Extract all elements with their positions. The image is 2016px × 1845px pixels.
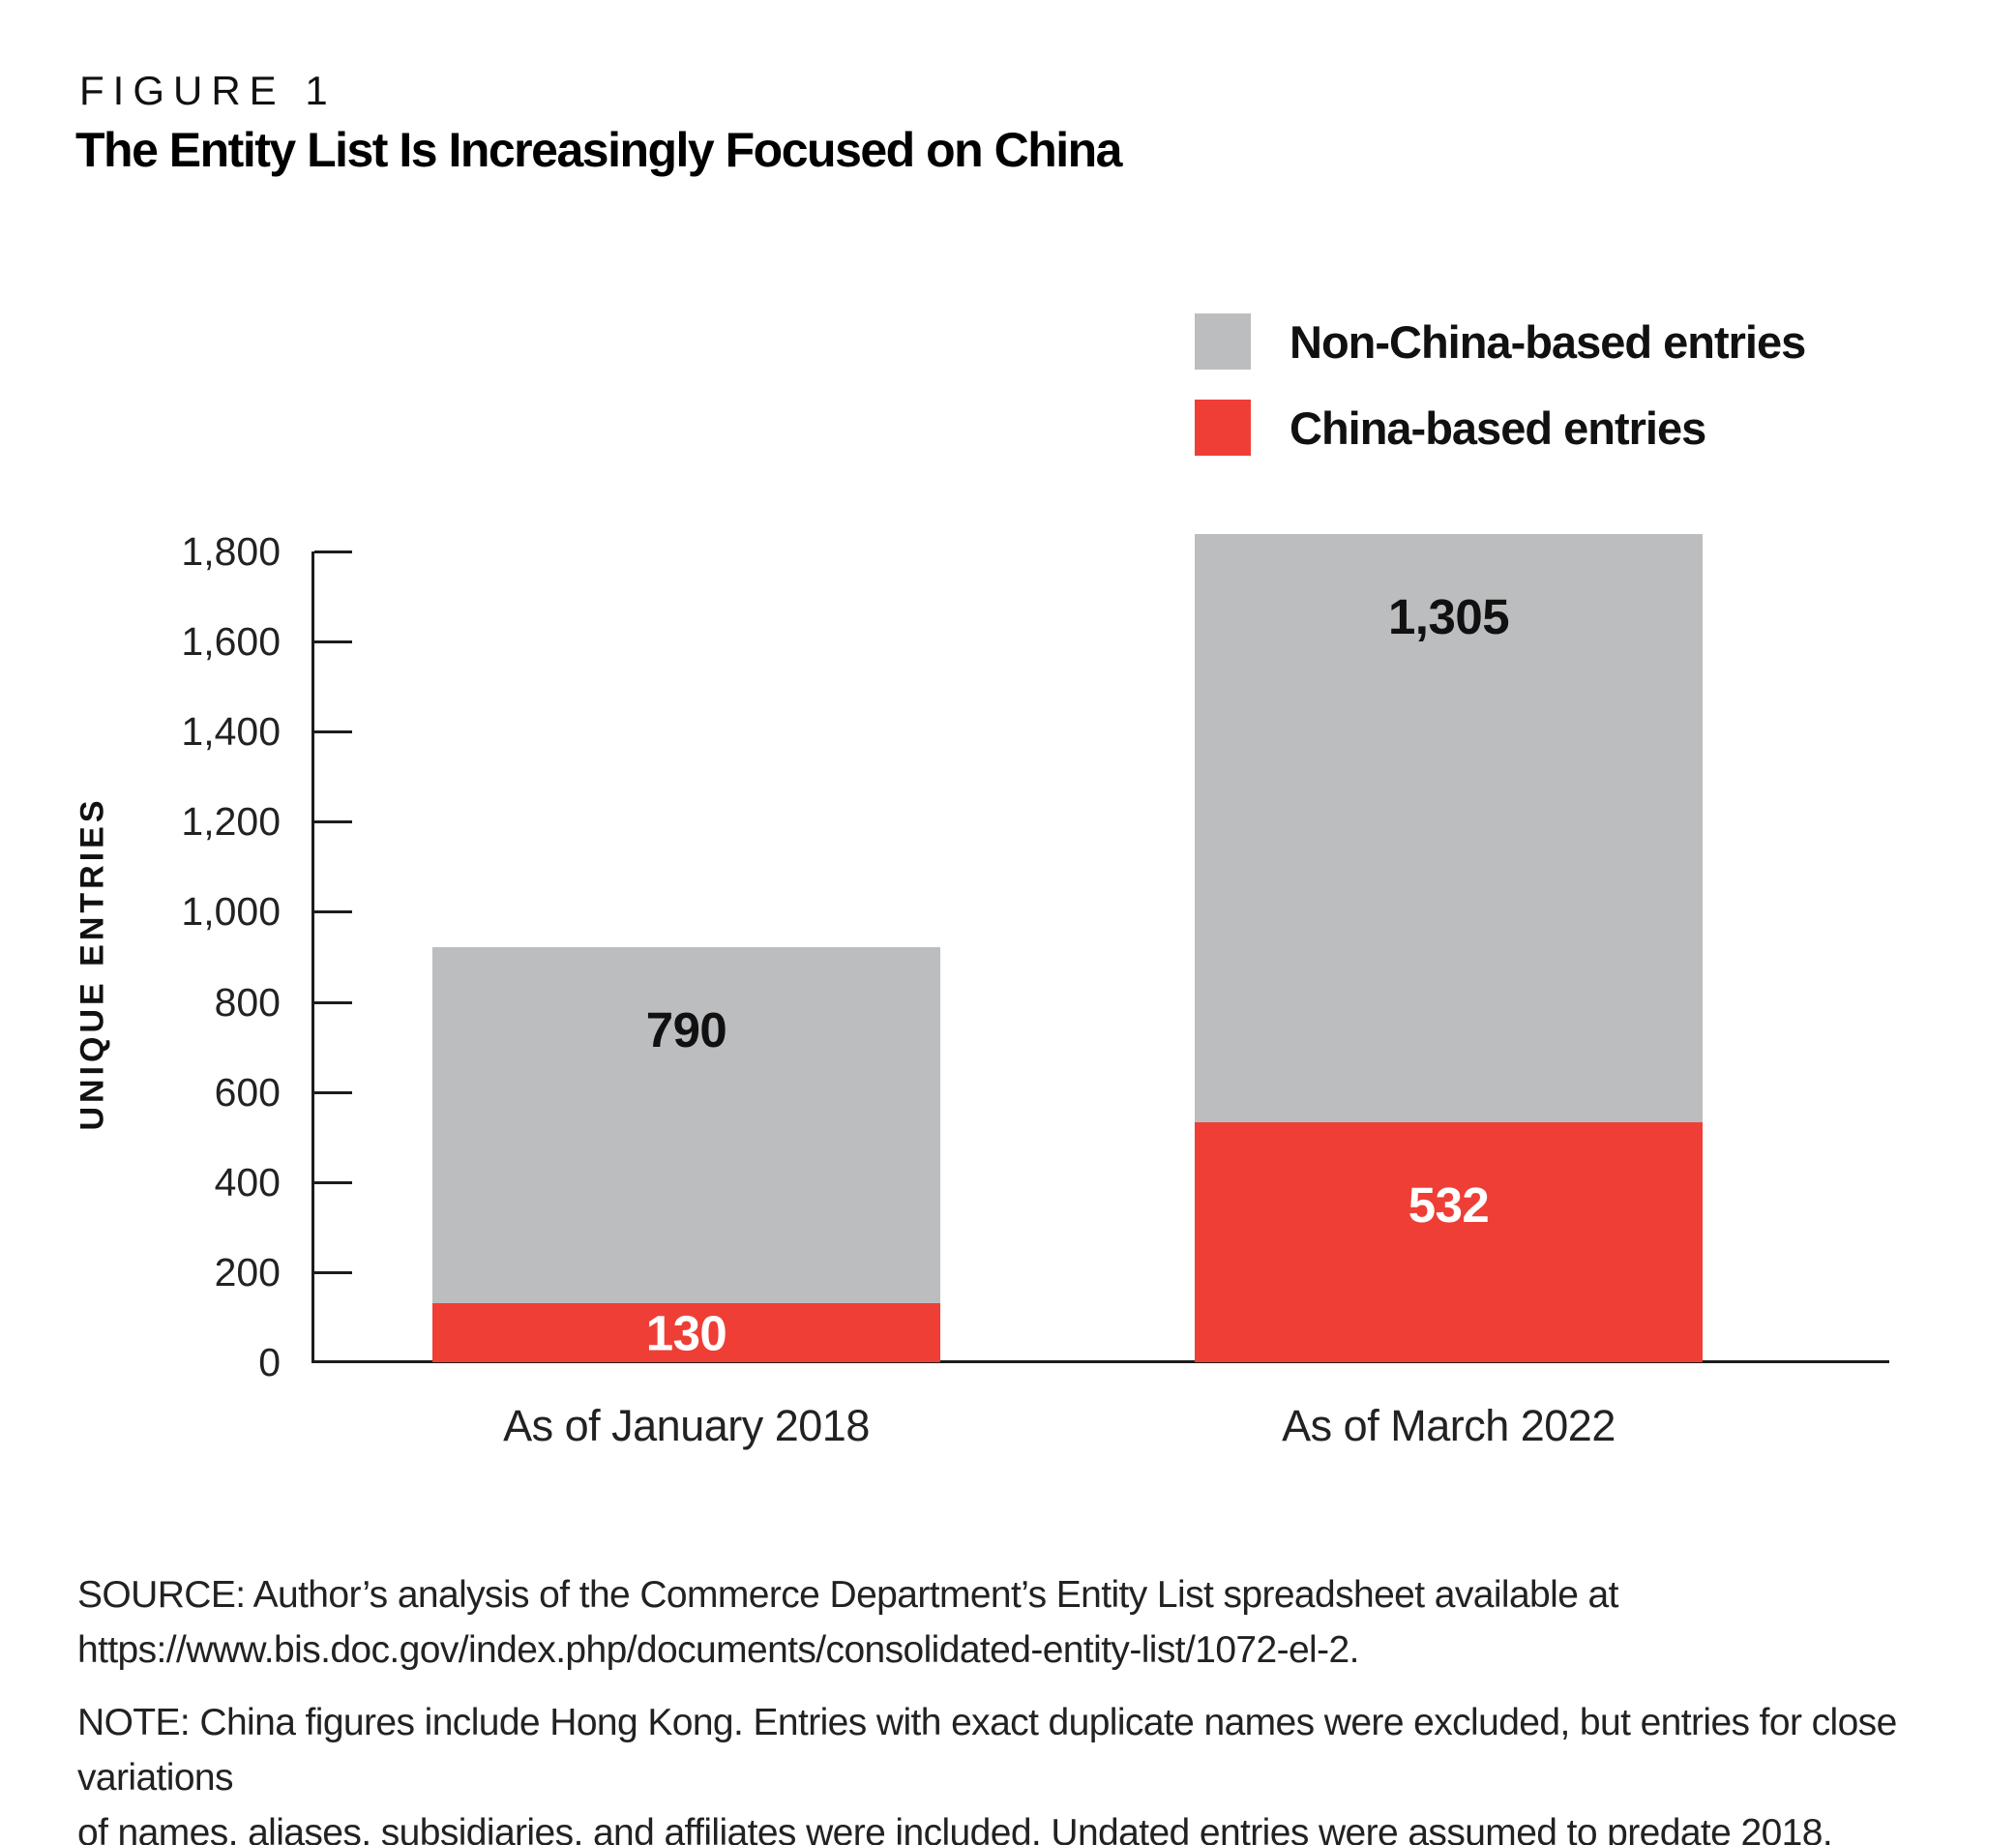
legend-label-china: China-based entries — [1290, 402, 1706, 454]
y-tick-label: 800 — [214, 980, 281, 1025]
y-tick-label: 600 — [214, 1070, 281, 1115]
y-tick-label: 1,800 — [181, 529, 281, 574]
chart-title: The Entity List Is Increasingly Focused … — [75, 123, 1122, 177]
y-axis-tick — [314, 551, 352, 553]
y-axis-tick — [314, 1091, 352, 1094]
note-line-1: NOTE: China figures include Hong Kong. E… — [77, 1702, 1897, 1799]
x-category-label-2022: As of March 2022 — [1282, 1401, 1616, 1450]
y-axis-tick — [314, 640, 352, 643]
bar-value-label-non-china-2022: 1,305 — [1387, 589, 1510, 644]
bar-as-of-january-2018: 790 130 — [432, 947, 940, 1362]
y-axis-tick — [314, 1271, 352, 1274]
bar-value-label-china-2018: 130 — [645, 1305, 727, 1360]
x-category-label-2018: As of January 2018 — [503, 1401, 870, 1450]
y-tick-label: 400 — [214, 1160, 281, 1205]
source-line-1: SOURCE: Author’s analysis of the Commerc… — [77, 1574, 1618, 1616]
legend: Non-China-based entries China-based entr… — [1195, 313, 1806, 456]
legend-swatch-china — [1195, 400, 1251, 456]
legend-swatch-non-china — [1195, 313, 1251, 370]
bar-segment-china-2018: 130 — [432, 1303, 940, 1362]
y-axis-tick — [314, 1181, 352, 1184]
y-axis-tick — [314, 820, 352, 823]
bar-segment-china-2022: 532 — [1195, 1122, 1703, 1362]
y-tick-label: 1,400 — [181, 709, 281, 754]
bar-value-label-non-china-2018: 790 — [645, 1002, 727, 1057]
note-line-2: of names, aliases, subsidiaries, and aff… — [77, 1812, 1833, 1845]
bar-as-of-march-2022: 1,305 532 — [1195, 534, 1703, 1362]
x-axis-baseline — [311, 1360, 1889, 1363]
bar-segment-non-china-2018: 790 — [432, 947, 940, 1303]
legend-item-non-china: Non-China-based entries — [1195, 313, 1806, 370]
y-tick-label: 1,200 — [181, 799, 281, 844]
y-axis-line — [311, 551, 314, 1363]
bar-segment-non-china-2022: 1,305 — [1195, 534, 1703, 1122]
y-axis-tick — [314, 1001, 352, 1004]
y-tick-label: 0 — [258, 1340, 281, 1384]
note-text: NOTE: China figures include Hong Kong. E… — [77, 1695, 2016, 1845]
y-axis-tick — [314, 730, 352, 733]
legend-label-non-china: Non-China-based entries — [1290, 315, 1806, 368]
figure-number-label: FIGURE 1 — [79, 68, 337, 113]
bar-value-label-china-2022: 532 — [1408, 1177, 1490, 1233]
y-tick-label: 1,600 — [181, 619, 281, 664]
y-tick-label: 1,000 — [181, 889, 281, 934]
source-line-2: https://www.bis.doc.gov/index.php/docume… — [77, 1629, 1359, 1671]
y-axis-tick — [314, 910, 352, 913]
y-tick-label: 200 — [214, 1250, 281, 1294]
source-text: SOURCE: Author’s analysis of the Commerc… — [77, 1567, 1618, 1678]
legend-item-china: China-based entries — [1195, 400, 1805, 456]
